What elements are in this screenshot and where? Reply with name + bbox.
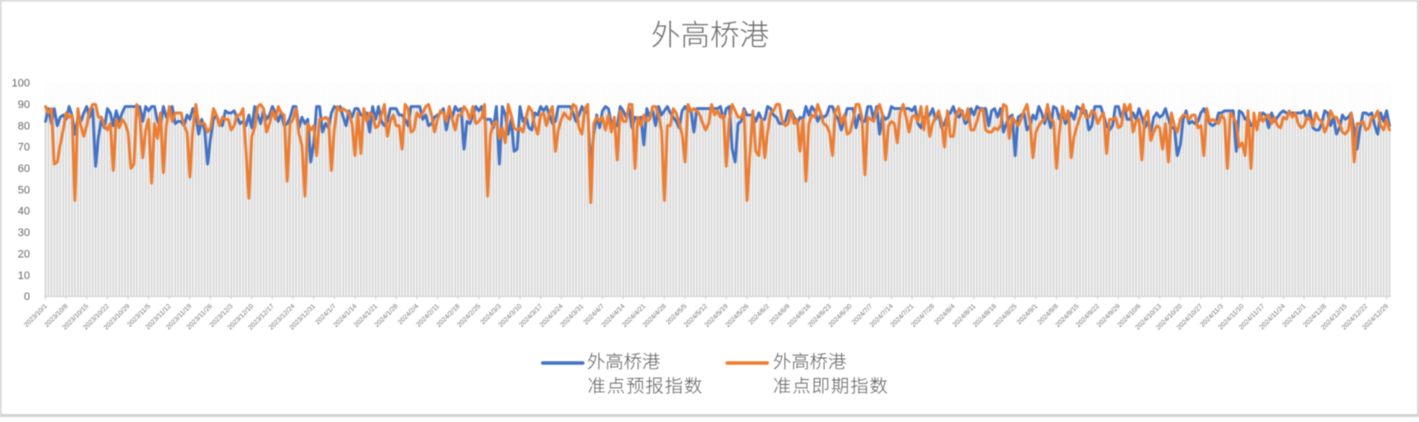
svg-text:80: 80 <box>18 120 30 132</box>
svg-text:70: 70 <box>18 142 30 154</box>
svg-text:30: 30 <box>18 227 30 239</box>
svg-text:90: 90 <box>18 99 30 111</box>
svg-text:20: 20 <box>18 248 30 260</box>
svg-text:40: 40 <box>18 206 30 218</box>
svg-text:0: 0 <box>24 291 30 303</box>
svg-text:100: 100 <box>12 78 30 90</box>
svg-text:50: 50 <box>18 184 30 196</box>
svg-text:10: 10 <box>18 270 30 282</box>
svg-text:60: 60 <box>18 163 30 175</box>
